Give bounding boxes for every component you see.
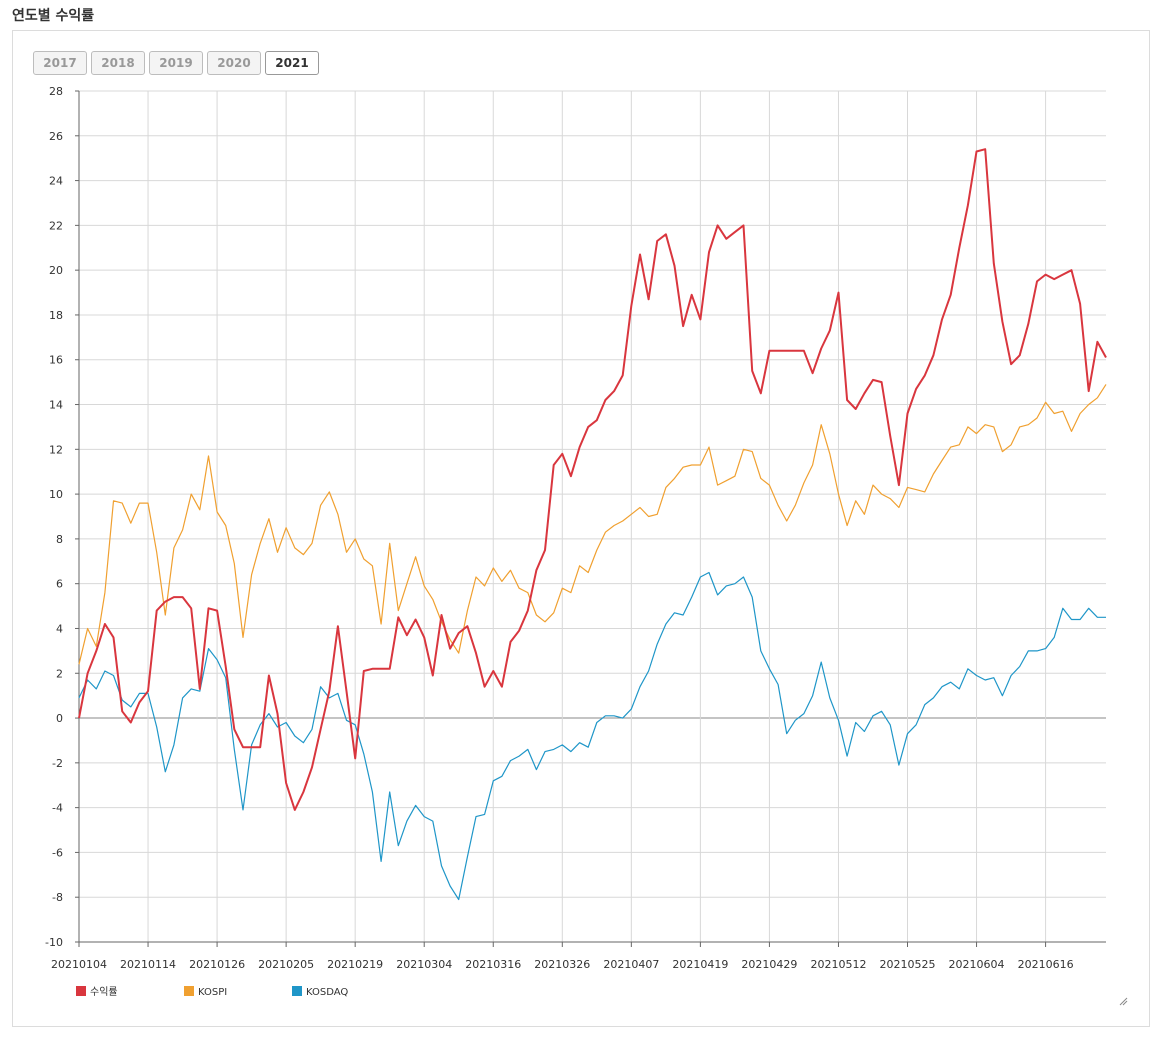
section-title: 연도별 수익률 bbox=[12, 8, 95, 24]
year-tab-2020[interactable]: 2020 bbox=[207, 51, 261, 75]
year-tab-2018[interactable]: 2018 bbox=[91, 51, 145, 75]
chart-panel bbox=[12, 30, 1150, 1027]
resize-handle-icon[interactable] bbox=[1118, 996, 1128, 1006]
year-tab-2021[interactable]: 2021 bbox=[265, 51, 319, 75]
year-tabs: 2017 2018 2019 2020 2021 bbox=[33, 51, 319, 75]
year-tab-2017[interactable]: 2017 bbox=[33, 51, 87, 75]
year-tab-2019[interactable]: 2019 bbox=[149, 51, 203, 75]
